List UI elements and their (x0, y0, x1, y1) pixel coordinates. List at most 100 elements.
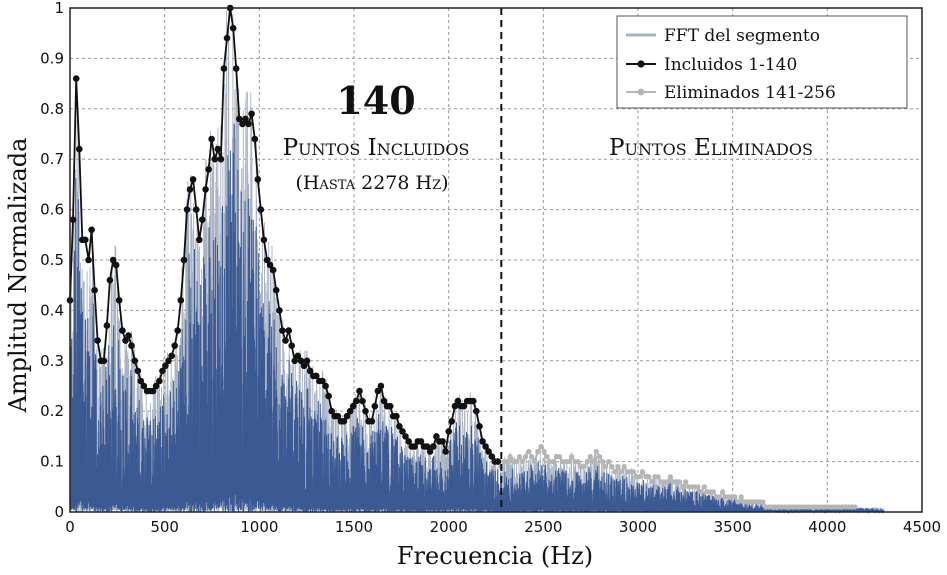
included-point (115, 297, 123, 304)
included-point (343, 412, 351, 420)
eliminated-point (556, 454, 563, 460)
eliminated-point (636, 474, 643, 480)
fft-series (69, 7, 885, 514)
y-tick-label: 0.4 (40, 301, 64, 319)
included-point (248, 110, 255, 118)
included-point (122, 337, 129, 344)
included-point (214, 145, 222, 153)
eliminated-point (575, 459, 581, 465)
included-point (433, 433, 440, 440)
included-point (411, 443, 419, 450)
eliminated-point (600, 459, 606, 465)
legend-marker-included (637, 60, 645, 68)
eliminated-point (609, 464, 615, 470)
included-point (349, 402, 357, 410)
included-point (473, 407, 480, 415)
eliminated-point (522, 454, 529, 460)
x-tick-label: 3500 (714, 518, 752, 536)
included-point (405, 438, 413, 445)
eliminated-point (532, 459, 538, 465)
included-point (368, 418, 376, 425)
included-point (128, 342, 135, 350)
included-point (82, 236, 89, 244)
eliminated-point (630, 469, 637, 475)
included-point (220, 65, 228, 72)
included-point (257, 206, 265, 213)
included-point (399, 428, 406, 435)
included-point (353, 397, 360, 405)
included-point (439, 438, 446, 445)
eliminated-point (639, 469, 646, 475)
eliminated-point (717, 494, 723, 500)
eliminated-point (603, 464, 609, 470)
included-point (208, 135, 215, 143)
included-point (300, 362, 308, 370)
included-point (346, 407, 354, 415)
included-point (174, 327, 181, 334)
eliminated-point (732, 494, 738, 500)
eliminated-point (621, 464, 627, 470)
x-tick-label: 0 (65, 518, 75, 536)
included-point (479, 438, 486, 445)
annotation-included-sub: (Hasta 2278 Hz) (295, 172, 448, 194)
y-axis-title: Amplitud Normalizada (4, 138, 32, 414)
included-point (69, 216, 77, 223)
eliminated-point (566, 459, 572, 465)
included-point (380, 397, 388, 405)
included-point (272, 286, 280, 294)
included-point (236, 115, 243, 123)
included-point (359, 397, 366, 405)
included-point (294, 352, 302, 360)
eliminated-point (735, 499, 741, 505)
eliminated-point (664, 479, 670, 485)
included-point (125, 332, 132, 339)
included-point (488, 453, 496, 460)
included-point (445, 428, 453, 435)
eliminated-point (584, 459, 590, 465)
eliminated-point (581, 464, 587, 470)
plot-frame (69, 7, 923, 513)
legend-label-eliminated: Eliminados 141-256 (664, 83, 836, 103)
included-point (223, 34, 231, 42)
included-point (156, 377, 163, 385)
included-point (313, 372, 320, 380)
x-tick-label: 4500 (903, 518, 941, 536)
included-point (85, 256, 92, 264)
y-tick-labels: 0 0.1 0.2 0.3 0.4 0.5 0.6 0.7 0.8 0.9 1 (40, 0, 64, 521)
included-point (426, 448, 434, 455)
eliminated-point (507, 454, 513, 460)
included-point (417, 438, 425, 445)
included-point (371, 402, 379, 410)
included-point (232, 65, 240, 72)
included-point (396, 423, 403, 430)
included-point (242, 115, 249, 123)
eliminated-point (676, 479, 683, 485)
included-point (319, 377, 326, 385)
included-point (199, 216, 206, 223)
included-point (177, 297, 185, 304)
included-point (106, 276, 114, 284)
x-tick-label: 3000 (619, 518, 657, 536)
included-point (193, 206, 200, 213)
included-point (180, 256, 188, 264)
annotation-count: 140 (336, 78, 415, 123)
included-point (202, 186, 209, 193)
y-tick-label: 0 (54, 503, 64, 521)
y-tick-label: 0.7 (40, 150, 64, 168)
included-point (430, 443, 437, 450)
eliminated-point (516, 454, 523, 460)
included-point (260, 236, 268, 244)
included-point (377, 382, 385, 390)
included-point (276, 307, 283, 314)
included-point (297, 357, 305, 365)
eliminated-series (498, 443, 858, 510)
included-point (88, 226, 95, 234)
included-point (162, 362, 169, 370)
included-point (402, 433, 409, 440)
included-point (306, 367, 314, 375)
included-point (269, 266, 277, 274)
included-point (152, 382, 160, 390)
included-point (94, 337, 101, 344)
eliminated-point (587, 454, 593, 460)
included-point (91, 286, 98, 294)
